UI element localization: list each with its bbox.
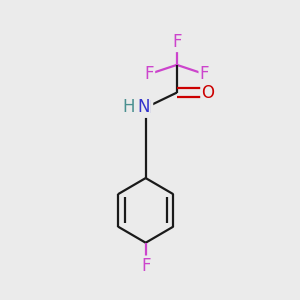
Text: F: F [200,65,209,83]
Text: O: O [202,84,214,102]
Text: F: F [172,33,182,51]
Text: N: N [138,98,150,116]
Text: H: H [122,98,135,116]
Text: F: F [141,257,150,275]
Text: F: F [144,65,154,83]
Text: N: N [140,99,152,117]
